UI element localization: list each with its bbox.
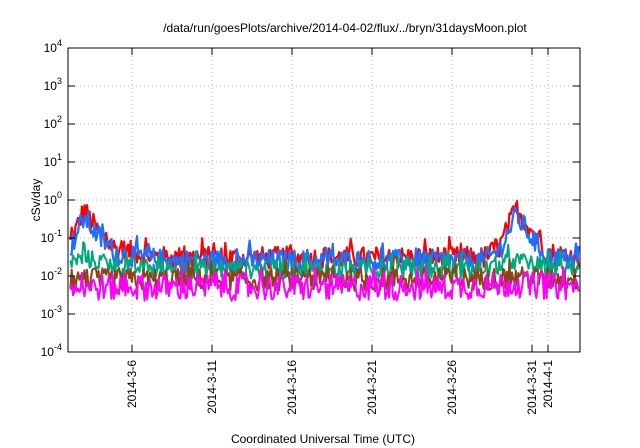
y-tick-label: 104 <box>44 38 62 55</box>
y-tick-base: 10 <box>44 79 58 93</box>
x-tick-label: 2014-3-16 <box>285 360 299 415</box>
y-tick-label: 10-3 <box>41 304 62 321</box>
x-tick-label: 2014-3-31 <box>525 360 539 415</box>
series-line-2 <box>69 206 580 274</box>
y-tick-label: 101 <box>44 152 62 169</box>
x-ticks: 2014-3-6 2014-3-11 2014-3-16 2014-3-21 2014-… <box>125 48 555 415</box>
y-tick-exponent: 2 <box>57 114 62 124</box>
x-tick-label: 2014-3-21 <box>365 360 379 415</box>
x-tick-label: 2014-3-26 <box>445 360 459 415</box>
y-tick-label: 10-4 <box>41 342 62 359</box>
x-tick-label: 2014-4-1 <box>541 360 555 408</box>
y-tick-base: 10 <box>44 41 58 55</box>
y-tick-base: 10 <box>44 117 58 131</box>
y-tick-exponent: 3 <box>57 76 62 86</box>
series-line-4 <box>69 258 580 292</box>
y-tick-base: 10 <box>41 231 55 245</box>
grid-lines <box>68 48 580 352</box>
y-tick-base: 10 <box>41 269 55 283</box>
x-axis-label: Coordinated Universal Time (UTC) <box>231 432 415 446</box>
x-tick-label: 2014-3-11 <box>205 360 219 414</box>
y-tick-label: 103 <box>44 76 62 93</box>
y-tick-label: 100 <box>44 190 62 207</box>
y-tick-label: 10-2 <box>41 266 62 283</box>
series-line-5 <box>69 264 580 302</box>
chart-title: /data/run/goesPlots/archive/2014-04-02/f… <box>163 21 527 35</box>
series-group <box>69 200 580 302</box>
y-tick-label: 10-1 <box>41 228 62 245</box>
y-tick-label: 102 <box>44 114 62 131</box>
x-tick-label: 2014-3-6 <box>125 360 139 408</box>
y-axis-label: cSv/day <box>29 179 43 222</box>
y-tick-base: 10 <box>41 307 55 321</box>
y-tick-exponent: -2 <box>54 266 62 276</box>
y-tick-base: 10 <box>41 345 55 359</box>
y-tick-exponent: 1 <box>57 152 62 162</box>
y-tick-exponent: -1 <box>54 228 62 238</box>
y-tick-exponent: 4 <box>57 38 62 48</box>
y-tick-exponent: 0 <box>57 190 62 200</box>
y-tick-base: 10 <box>44 193 58 207</box>
series-line-1 <box>69 200 580 271</box>
y-tick-exponent: -4 <box>54 342 62 352</box>
y-tick-exponent: -3 <box>54 304 62 314</box>
y-tick-base: 10 <box>44 155 58 169</box>
